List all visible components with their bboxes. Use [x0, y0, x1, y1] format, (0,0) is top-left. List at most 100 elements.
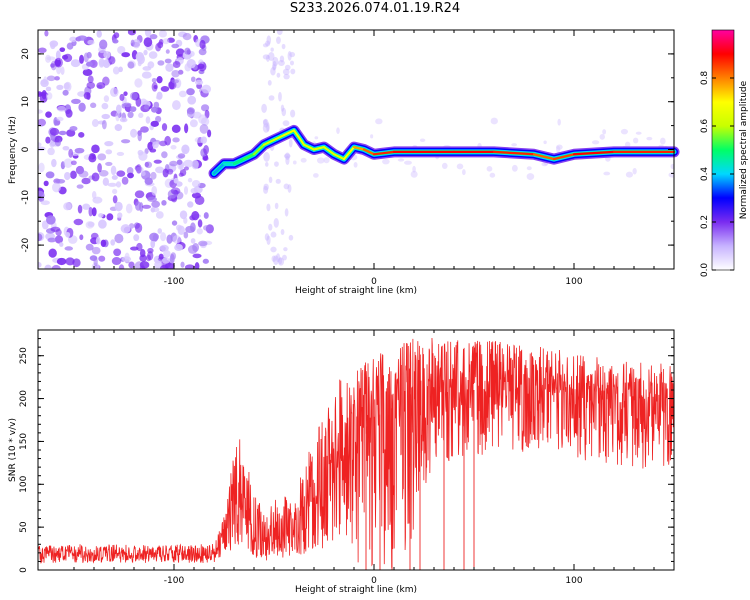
- noise-speckle: [137, 54, 145, 65]
- noise-speckle: [511, 143, 517, 147]
- colorbar-gradient: [711, 29, 735, 271]
- noise-speckle: [144, 177, 153, 185]
- noise-speckle: [91, 207, 97, 217]
- noise-speckle: [192, 243, 200, 252]
- noise-speckle: [56, 84, 64, 90]
- noise-speckle: [267, 80, 272, 86]
- noise-speckle: [85, 243, 94, 251]
- x-tick-label: -100: [164, 576, 185, 586]
- noise-speckle: [60, 66, 65, 76]
- noise-speckle: [66, 42, 74, 50]
- noise-speckle: [375, 118, 383, 125]
- noise-speckle: [61, 54, 69, 60]
- noise-speckle: [161, 151, 168, 159]
- noise-speckle: [283, 153, 291, 159]
- noise-speckle: [336, 127, 340, 134]
- noise-speckle: [543, 140, 547, 145]
- noise-speckle: [73, 218, 84, 226]
- noise-speckle: [151, 82, 158, 92]
- noise-speckle: [155, 166, 165, 174]
- noise-speckle: [635, 131, 642, 135]
- ridge-core-segment: [352, 146, 366, 151]
- noise-speckle: [178, 90, 187, 98]
- noise-speckle: [78, 102, 86, 112]
- noise-speckle: [158, 30, 168, 38]
- noise-speckle: [404, 160, 412, 165]
- ridge-core-segment: [302, 143, 316, 151]
- noise-speckle: [164, 58, 172, 64]
- noise-speckle: [184, 264, 195, 269]
- noise-speckle: [382, 158, 390, 165]
- noise-speckle: [148, 51, 158, 59]
- noise-speckle: [263, 183, 269, 191]
- noise-speckle: [82, 68, 93, 77]
- noise-speckle: [183, 186, 189, 195]
- noise-speckle: [125, 203, 133, 214]
- noise-speckle: [102, 177, 110, 186]
- noise-speckle: [90, 102, 97, 109]
- noise-speckle: [187, 201, 194, 208]
- noise-speckle: [410, 170, 418, 178]
- noise-speckle: [190, 238, 196, 244]
- noise-speckle: [284, 152, 291, 161]
- y-tick-label: 0: [21, 146, 31, 152]
- colorbar-ticks: 0.0 0.2 0.4 0.6 0.8: [700, 71, 734, 277]
- noise-speckle: [262, 54, 270, 60]
- noise-speckle: [69, 126, 78, 132]
- noise-speckle: [105, 149, 113, 155]
- noise-speckle: [135, 97, 142, 107]
- noise-speckle: [65, 231, 71, 238]
- noise-speckle: [138, 112, 144, 118]
- noise-speckle: [86, 81, 96, 89]
- noise-speckle: [602, 129, 607, 135]
- noise-speckle: [270, 246, 277, 253]
- noise-speckle: [441, 162, 448, 170]
- noise-speckle: [47, 147, 55, 156]
- noise-speckle: [156, 76, 163, 84]
- noise-speckle: [101, 113, 111, 120]
- colorbar-label: Normalized spectral amplitude: [739, 80, 749, 219]
- noise-speckle: [171, 69, 180, 78]
- noise-speckle: [292, 160, 297, 165]
- noise-speckle: [489, 172, 496, 178]
- noise-speckle: [40, 200, 50, 206]
- noise-speckle: [277, 59, 285, 66]
- noise-speckle: [79, 54, 84, 64]
- noise-speckle: [646, 136, 653, 141]
- ridge-core-segment: [492, 150, 536, 156]
- noise-speckle: [91, 119, 99, 127]
- noise-speckle: [56, 116, 64, 122]
- noise-speckle: [139, 254, 147, 262]
- noise-speckle: [288, 234, 294, 241]
- noise-speckle: [412, 165, 416, 173]
- noise-speckle: [186, 58, 196, 69]
- noise-speckle: [283, 247, 288, 252]
- noise-speckle: [44, 264, 52, 269]
- noise-speckle: [263, 152, 270, 162]
- noise-speckle: [59, 242, 64, 247]
- noise-speckle: [51, 158, 57, 168]
- snr-y-axis-label: SNR (10 * v/v): [8, 418, 18, 482]
- noise-speckle: [203, 145, 209, 155]
- noise-speckle: [323, 157, 330, 164]
- noise-speckle: [130, 246, 139, 251]
- noise-speckle: [122, 102, 132, 108]
- noise-speckle: [179, 210, 188, 220]
- noise-speckle: [194, 262, 200, 269]
- noise-speckle: [121, 52, 131, 58]
- noise-speckle: [166, 234, 173, 244]
- noise-speckle: [163, 249, 171, 258]
- noise-speckle: [65, 109, 73, 118]
- noise-speckle: [261, 103, 267, 113]
- noise-speckle: [110, 165, 117, 176]
- spectrogram-y-axis-label: Frequency (Hz): [8, 116, 18, 184]
- noise-speckle: [150, 120, 159, 127]
- noise-speckle: [62, 145, 70, 151]
- noise-speckle: [116, 170, 126, 177]
- noise-speckle: [274, 161, 279, 167]
- noise-speckle: [70, 160, 77, 166]
- noise-speckle: [198, 48, 207, 56]
- noise-speckle: [114, 233, 124, 244]
- noise-speckle: [114, 201, 123, 212]
